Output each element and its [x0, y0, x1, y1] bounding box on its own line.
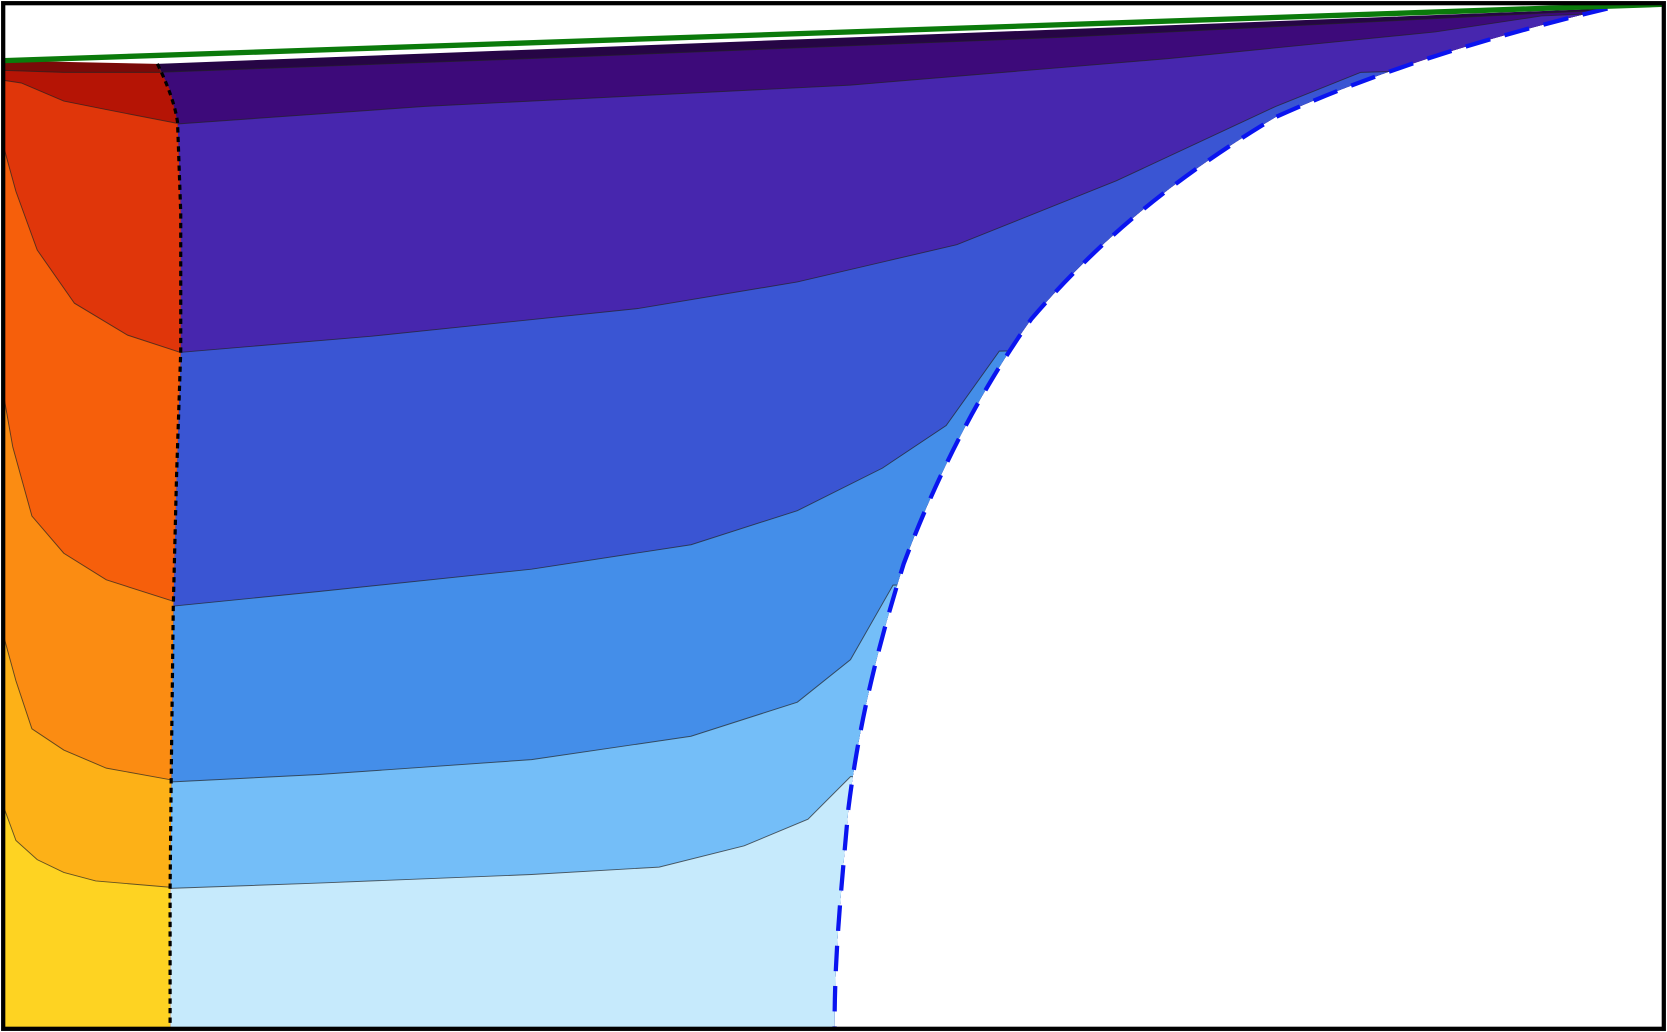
- contour-line: [4, 808, 181, 889]
- contour-line: [157, 8, 1608, 73]
- top-boundary: [4, 1, 1664, 64]
- contour-line: [4, 148, 181, 354]
- contour-line: [170, 63, 1608, 354]
- contour-line: [170, 10, 1608, 125]
- contour-line: [170, 765, 1608, 889]
- contour-line: [4, 637, 181, 783]
- contour-line: [170, 574, 1608, 783]
- dotted-boundary: [155, 63, 183, 1029]
- contour-line: [4, 398, 181, 605]
- contour-line: [170, 339, 1608, 607]
- contour-line: [4, 79, 181, 125]
- contour-line: [4, 69, 181, 73]
